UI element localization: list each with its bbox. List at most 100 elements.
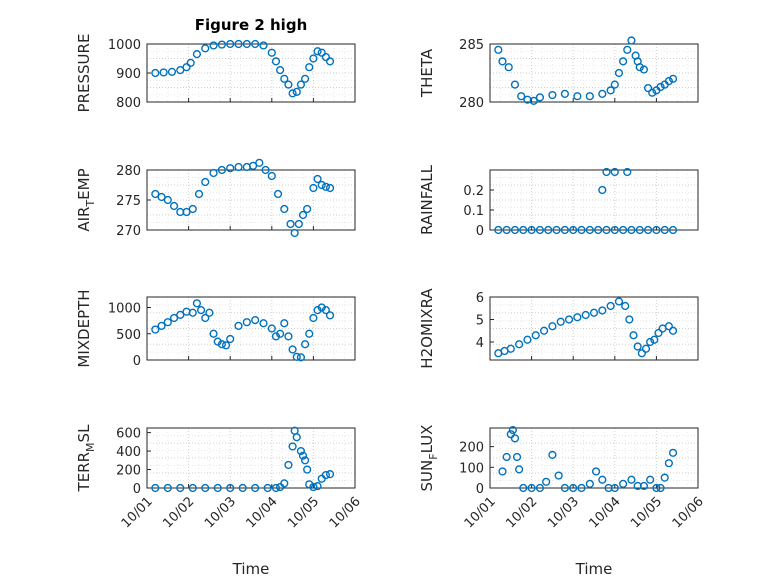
data-point [619,57,628,66]
data-point [292,352,301,361]
data-point [498,57,507,66]
data-point [560,483,569,493]
data-point [523,335,532,344]
axes-box-rainfall [489,169,699,231]
data-point [510,225,520,235]
data-point [585,225,594,235]
data-point [577,225,586,235]
data-point [296,446,306,456]
data-point [325,183,335,193]
data-point [273,189,283,199]
data-point [646,337,655,347]
axes-box-pressure [146,43,356,103]
data-point [564,315,574,324]
data-point [157,192,166,202]
data-point [151,189,160,199]
data-point [169,201,179,211]
y-tick-label: 5 [476,314,484,329]
data-point [267,48,276,57]
x-tick-label: 10/05 [285,494,322,531]
data-point [325,311,335,320]
data-point [248,161,258,170]
data-point [544,225,553,235]
data-point [286,219,295,229]
data-point [300,456,310,465]
data-point [625,315,634,324]
data-point [188,204,197,214]
data-point [648,88,657,97]
data-point [188,308,197,317]
data-point [280,319,289,328]
data-point [296,80,306,89]
data-point [515,340,524,349]
data-point [548,90,557,100]
data-point [527,225,536,235]
data-point [321,470,330,480]
data-point [598,185,607,195]
data-point [598,89,607,98]
y-tick-label: 275 [116,194,141,209]
data-point [226,334,235,344]
axes-box-mixdepth [146,296,356,361]
data-point [527,483,536,493]
data-point [664,77,673,86]
data-point [321,306,330,315]
data-point [271,483,281,493]
data-point [305,63,314,72]
x-tick-label: 10/01 [462,494,499,531]
data-point [517,92,526,101]
data-point [298,210,308,220]
data-point [296,353,306,362]
data-point [602,167,611,177]
data-point [284,80,293,89]
y-tick-label: 1000 [108,38,141,53]
data-point [512,452,522,462]
data-point [288,89,297,98]
data-point [506,344,515,353]
data-point [280,204,289,214]
data-point [313,306,322,315]
subplot-rainfall: 0 0.1 0.2 RAINFALL [418,164,699,239]
data-point [313,47,322,56]
data-point [305,329,314,338]
data-point [309,313,318,323]
data-point [317,303,326,312]
data-point [581,310,590,320]
data-point [510,434,520,443]
y-tick-label: 100 [459,461,484,476]
data-point [591,467,601,476]
y-tick-label: 280 [459,96,484,111]
data-point [585,92,594,101]
data-point [556,317,565,326]
data-point [309,482,318,492]
data-point [226,483,235,493]
data-point [602,225,611,235]
data-point [498,467,507,476]
data-point [529,96,538,105]
data-point [194,189,204,199]
data-point [664,459,673,468]
y-tick-label: 400 [116,445,141,460]
y-tick-label: 6 [476,291,484,306]
data-point [635,63,644,72]
x-tick-label: 10/05 [628,494,665,531]
data-point [267,171,276,181]
data-point [298,451,308,460]
data-point [192,299,202,308]
axes-box-h2omixra [489,296,699,361]
data-point [606,86,615,95]
data-point [182,63,191,72]
data-point [535,225,545,235]
data-point [209,329,218,338]
data-point [560,225,569,235]
data-point [251,39,260,49]
data-point [668,74,678,83]
y-tick-label: 600 [116,427,141,442]
y-tick-label: 4 [476,336,484,351]
data-point [276,329,285,338]
data-point [309,54,318,63]
data-point [627,36,636,45]
y-axis-label-sunlux: SUNFLUX [418,425,440,492]
data-point [619,479,628,488]
